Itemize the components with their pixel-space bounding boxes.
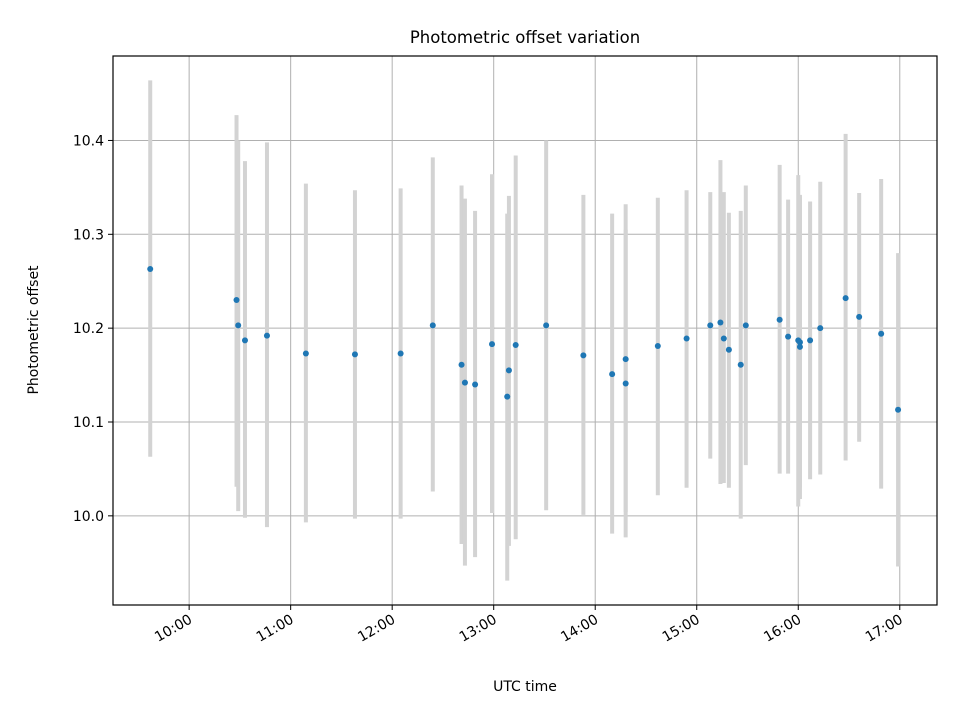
data-point [654, 342, 661, 349]
data-point [720, 335, 727, 342]
data-point [856, 313, 863, 320]
data-point [263, 332, 270, 339]
data-point [717, 319, 724, 326]
data-point [683, 335, 690, 342]
data-point [796, 339, 803, 346]
data-point [461, 379, 468, 386]
data-point [807, 337, 814, 344]
data-point [241, 337, 248, 344]
data-point [458, 361, 465, 368]
data-point [543, 322, 550, 329]
y-tick-label: 10.1 [73, 415, 104, 431]
data-point [512, 342, 519, 349]
y-tick-label: 10.3 [73, 227, 104, 243]
data-point [489, 341, 496, 348]
data-point [505, 367, 512, 374]
data-point [842, 295, 849, 302]
y-axis: 10.0 10.1 10.2 10.3 10.4 [73, 133, 113, 525]
data-point [742, 322, 749, 329]
chart-title: Photometric offset variation [410, 28, 640, 47]
plot-frame [112, 55, 938, 606]
data-point [622, 356, 629, 363]
data-point [233, 297, 240, 303]
data-point [504, 393, 511, 400]
data-point [147, 266, 154, 273]
data-point [737, 361, 744, 368]
data-point [725, 346, 732, 353]
data-point [429, 322, 436, 329]
data-points [147, 266, 902, 413]
data-point [302, 350, 309, 357]
data-point [895, 406, 902, 413]
data-point [472, 381, 479, 388]
data-point [397, 350, 404, 357]
data-point [622, 380, 629, 387]
data-point [351, 351, 358, 358]
data-point [235, 322, 242, 329]
x-axis-label: UTC time [493, 679, 557, 695]
data-point [609, 371, 616, 378]
y-tick-label: 10.0 [73, 509, 104, 525]
data-point [878, 330, 885, 337]
data-point [785, 333, 792, 340]
y-tick-label: 10.2 [73, 321, 104, 337]
data-point [580, 352, 587, 359]
data-point [707, 322, 714, 329]
data-point [776, 316, 783, 323]
data-point [817, 325, 824, 332]
y-axis-label: Photometric offset [26, 265, 42, 395]
data-point [796, 343, 803, 350]
y-tick-label: 10.4 [73, 133, 104, 149]
